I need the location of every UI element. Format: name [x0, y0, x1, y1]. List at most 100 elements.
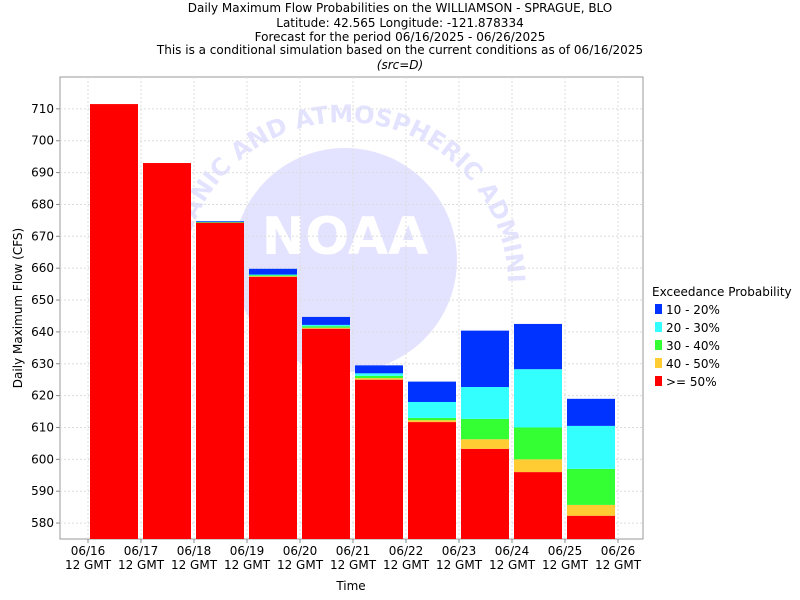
- y-axis: 580 590 600 610 620 630 640 650 660 670 680 690 700 7…: [31, 102, 60, 530]
- y-tick-label: 630: [31, 357, 54, 371]
- x-tick-label-date: 06/23: [442, 544, 477, 558]
- bar-segment-p20_30: [408, 401, 456, 418]
- x-tick-label-date: 06/16: [71, 544, 106, 558]
- legend: Exceedance Probability 10 - 20% 20 - 30% 3…: [652, 285, 792, 389]
- bar-segment-ge50: [143, 163, 191, 539]
- chart-subtitle: (src=D): [377, 58, 423, 72]
- x-tick-label-time: 12 GMT: [542, 558, 589, 572]
- bar-06-24: [514, 323, 562, 539]
- x-tick-label-date: 06/19: [230, 544, 265, 558]
- bar-segment-ge50: [514, 472, 562, 539]
- y-tick-label: 580: [31, 516, 54, 530]
- bar-segment-p40_50: [408, 420, 456, 423]
- x-tick-label-date: 06/20: [283, 544, 318, 558]
- x-tick-label-date: 06/25: [548, 544, 583, 558]
- y-tick-label: 700: [31, 134, 54, 148]
- legend-swatch: [655, 304, 662, 314]
- legend-swatch: [655, 376, 662, 386]
- y-tick-label: 690: [31, 166, 54, 180]
- bar-segment-p30_40: [514, 427, 562, 460]
- y-tick-label: 640: [31, 325, 54, 339]
- bar-segment-p40_50: [302, 327, 350, 329]
- chart-title-line-3: Forecast for the period 06/16/2025 - 06/…: [255, 30, 546, 44]
- y-tick-label: 590: [31, 484, 54, 498]
- bar-segment-p30_40: [249, 275, 297, 277]
- bar-segment-p20_30: [355, 373, 403, 376]
- bar-segment-p30_40: [355, 375, 403, 379]
- bar-segment-ge50: [567, 515, 615, 539]
- x-tick-label-date: 06/24: [495, 544, 530, 558]
- legend-entry-label: 30 - 40%: [666, 339, 720, 353]
- noaa-watermark-text: NOAA: [262, 207, 429, 267]
- bar-segment-ge50: [355, 379, 403, 539]
- y-tick-label: 710: [31, 102, 54, 116]
- x-tick-label-time: 12 GMT: [171, 558, 218, 572]
- chart-title-line-2: Latitude: 42.565 Longitude: -121.878334: [276, 16, 523, 30]
- bar-segment-ge50: [408, 422, 456, 539]
- x-tick-label-time: 12 GMT: [489, 558, 536, 572]
- bar-06-22: [408, 381, 456, 539]
- x-tick-label-time: 12 GMT: [65, 558, 112, 572]
- x-axis-title: Time: [335, 579, 365, 593]
- legend-entry-label: 20 - 30%: [666, 321, 720, 335]
- x-tick-label-date: 06/18: [177, 544, 212, 558]
- legend-items: 10 - 20% 20 - 30% 30 - 40% 40 - 50% >= 50%: [655, 303, 720, 389]
- x-tick-label-time: 12 GMT: [383, 558, 430, 572]
- bar-segment-p10_20: [302, 316, 350, 325]
- bar-segment-p40_50: [567, 504, 615, 516]
- legend-swatch: [655, 358, 662, 368]
- x-tick-label-time: 12 GMT: [277, 558, 324, 572]
- x-tick-label-date: 06/22: [389, 544, 424, 558]
- legend-swatch: [655, 340, 662, 350]
- bar-06-21: [355, 365, 403, 539]
- x-tick-label-time: 12 GMT: [330, 558, 377, 572]
- bar-segment-p30_40: [461, 418, 509, 440]
- bar-segment-p10_20: [408, 381, 456, 402]
- bar-segment-p20_30: [514, 369, 562, 428]
- bar-06-25: [567, 398, 615, 539]
- bar-06-16: [90, 104, 138, 539]
- bar-segment-p10_20: [355, 365, 403, 374]
- y-tick-label: 680: [31, 197, 54, 211]
- bar-segment-p20_30: [196, 221, 244, 223]
- y-tick-label: 600: [31, 452, 54, 466]
- legend-title: Exceedance Probability: [652, 285, 792, 299]
- bar-segment-p40_50: [249, 276, 297, 277]
- bar-segment-p10_20: [196, 221, 244, 222]
- legend-entry-label: 40 - 50%: [666, 357, 720, 371]
- chart-title-line-1: Daily Maximum Flow Probabilities on the …: [188, 1, 613, 15]
- x-tick-label-date: 06/17: [124, 544, 159, 558]
- bar-segment-p40_50: [461, 439, 509, 449]
- bar-segment-ge50: [196, 222, 244, 539]
- bar-segment-ge50: [90, 104, 138, 539]
- bar-06-19: [249, 268, 297, 539]
- x-tick-label-date: 06/26: [601, 544, 636, 558]
- bar-06-17: [143, 163, 191, 539]
- stacked-bars: [90, 104, 615, 539]
- chart-title-block: Daily Maximum Flow Probabilities on the …: [156, 1, 643, 72]
- x-tick-label-time: 12 GMT: [118, 558, 165, 572]
- y-tick-label: 620: [31, 389, 54, 403]
- bar-segment-p10_20: [567, 398, 615, 426]
- bar-segment-p40_50: [355, 378, 403, 380]
- bar-segment-p30_40: [567, 468, 615, 505]
- x-tick-label-time: 12 GMT: [436, 558, 483, 572]
- y-axis-title: Daily Maximum Flow (CFS): [11, 228, 25, 388]
- bar-segment-p40_50: [514, 459, 562, 473]
- x-tick-label-time: 12 GMT: [595, 558, 642, 572]
- bar-06-18: [196, 221, 244, 539]
- y-tick-label: 610: [31, 420, 54, 434]
- bar-segment-p20_30: [567, 425, 615, 469]
- legend-entry-label: 10 - 20%: [666, 303, 720, 317]
- bar-segment-p10_20: [249, 268, 297, 275]
- bar-segment-p30_40: [302, 326, 350, 328]
- bar-segment-ge50: [461, 448, 509, 539]
- chart-title-line-4: This is a conditional simulation based o…: [156, 43, 643, 57]
- x-tick-label-time: 12 GMT: [224, 558, 271, 572]
- bar-segment-p30_40: [196, 221, 244, 223]
- legend-entry-label: >= 50%: [666, 375, 717, 389]
- bar-segment-p20_30: [249, 274, 297, 276]
- bar-06-20: [302, 316, 350, 539]
